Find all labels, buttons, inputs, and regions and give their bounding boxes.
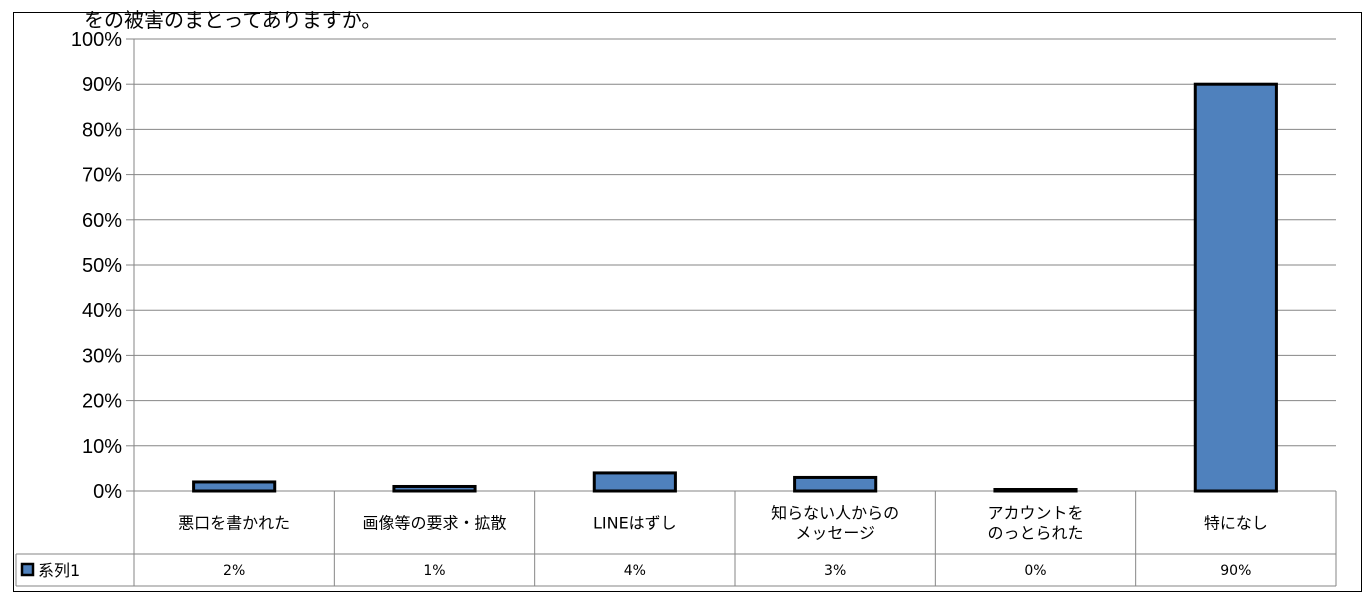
category-label: 画像等の要求・拡散 [362, 514, 506, 533]
bar [192, 480, 277, 493]
y-tick-label: 40% [82, 300, 122, 322]
y-tick-label: 30% [82, 345, 122, 367]
data-table-value: 3% [824, 563, 846, 579]
chart-frame: をの被害のまとってありますか。 0% 10% 20% 30% 40% 50% 60% 70% 8… [13, 8, 1362, 592]
bar [592, 471, 677, 493]
data-table-value: 0% [1024, 563, 1046, 579]
bar [993, 488, 1078, 493]
category-label: LINEはずし [593, 514, 677, 533]
y-tick-label: 10% [82, 436, 122, 458]
bar [392, 484, 477, 493]
y-tick-label: 60% [82, 210, 122, 232]
legend-series-label: 系列1 [38, 561, 80, 580]
data-table-value: 90% [1220, 563, 1251, 579]
y-tick-label: 80% [82, 119, 122, 141]
category-label: 特になし [1204, 514, 1268, 533]
category-label: 悪口を書かれた [178, 514, 290, 533]
y-tick-label: 70% [82, 165, 122, 187]
legend-key [20, 562, 35, 577]
y-tick-label: 90% [82, 74, 122, 96]
data-table-value: 2% [223, 563, 245, 579]
y-tick-label: 100% [71, 29, 122, 51]
y-tick-label: 50% [82, 255, 122, 277]
category-label: 知らない人からのメッセージ [771, 504, 899, 543]
bar [1193, 82, 1278, 493]
y-tick-label: 20% [82, 391, 122, 413]
chart-caption: をの被害のまとってありますか。 [84, 8, 382, 32]
bar [793, 475, 878, 493]
data-table-value: 4% [624, 563, 646, 579]
category-label: アカウントをのっとられた [987, 504, 1083, 543]
data-table-value: 1% [423, 563, 445, 579]
bar-chart: 0% 10% 20% 30% 40% 50% 60% 70% 80% 90% 100% 悪口を書かれた… [15, 29, 1337, 587]
y-tick-label: 0% [93, 481, 122, 503]
